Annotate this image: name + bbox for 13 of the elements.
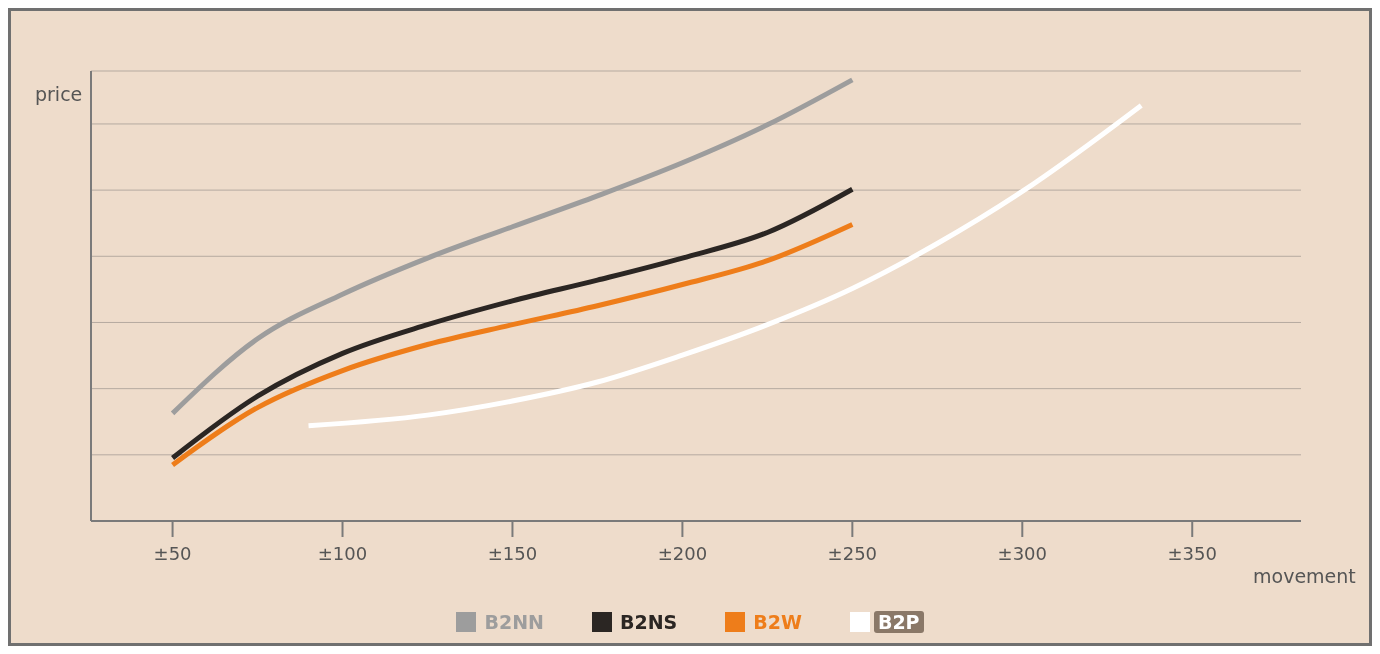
x-tick-label: ±350 — [1167, 542, 1217, 564]
x-tick-label: ±300 — [997, 542, 1048, 564]
legend-label: B2NN — [483, 611, 545, 633]
legend-label: B2P — [873, 611, 924, 633]
legend-label: B2NS — [618, 611, 679, 633]
x-tick-label: ±100 — [317, 542, 368, 564]
x-axis-title: movement — [1253, 565, 1356, 587]
y-axis-title: price — [35, 83, 83, 105]
x-tick-label: ±150 — [487, 542, 538, 564]
x-tick-label: ±200 — [657, 542, 708, 564]
legend-label: B2W — [752, 611, 803, 633]
x-tick-label: ±50 — [153, 542, 192, 564]
x-tick-label: ±250 — [827, 542, 878, 564]
